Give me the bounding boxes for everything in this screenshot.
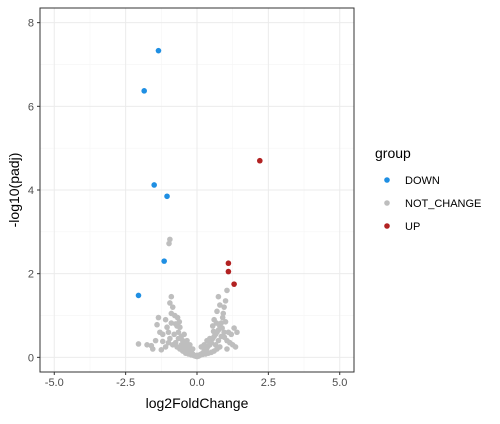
point-not-change	[166, 240, 172, 247]
point-not-change	[219, 314, 226, 321]
x-tick-label: -5.0	[45, 377, 64, 389]
data-points	[135, 47, 263, 360]
point-down	[161, 258, 167, 264]
point-not-change	[222, 298, 229, 304]
point-not-change	[144, 342, 150, 348]
point-not-change	[176, 318, 183, 325]
point-down	[155, 47, 162, 54]
y-tick-label: 8	[28, 18, 34, 30]
point-not-change	[172, 339, 179, 346]
point-not-change	[162, 344, 169, 350]
point-not-change	[169, 304, 176, 310]
x-tick-label: -2.5	[116, 377, 135, 389]
y-tick-label: 6	[28, 101, 34, 113]
point-not-change	[234, 329, 240, 336]
point-not-change	[171, 331, 177, 338]
point-not-change	[218, 333, 225, 340]
point-not-change	[210, 328, 217, 335]
y-tick-label: 4	[28, 185, 34, 197]
point-not-change	[165, 329, 172, 336]
point-not-change	[189, 346, 196, 352]
point-not-change	[224, 287, 230, 294]
point-down	[164, 193, 170, 200]
legend: group DOWN NOT_CHANGE UP	[375, 145, 481, 233]
legend-title: group	[375, 145, 411, 161]
point-not-change	[159, 338, 166, 345]
legend-label-up: UP	[405, 221, 420, 233]
point-not-change	[217, 302, 223, 308]
point-not-change	[149, 346, 156, 352]
y-axis-ticks: 0 2 4 6 8	[28, 18, 40, 364]
point-not-change	[155, 314, 162, 321]
point-not-change	[158, 347, 165, 353]
point-not-change	[215, 337, 222, 344]
point-not-change	[162, 316, 169, 323]
y-axis-title: -log10(padj)	[6, 153, 22, 228]
point-not-change	[225, 329, 232, 336]
point-not-change	[214, 308, 220, 315]
point-not-change	[220, 310, 227, 317]
point-up	[225, 260, 232, 267]
point-up	[225, 268, 232, 275]
point-not-change	[201, 342, 207, 348]
point-not-change	[218, 320, 225, 326]
point-up	[231, 281, 237, 287]
point-not-change	[181, 346, 187, 352]
point-not-change	[178, 342, 185, 348]
x-tick-label: 2.5	[261, 377, 276, 389]
legend-key-not-change	[384, 200, 390, 206]
point-not-change	[187, 342, 193, 348]
point-not-change	[175, 335, 182, 342]
point-not-change	[175, 329, 182, 336]
y-tick-label: 2	[28, 269, 34, 281]
point-not-change	[217, 344, 223, 350]
point-not-change	[221, 304, 227, 310]
point-up	[257, 157, 263, 164]
point-not-change	[207, 335, 213, 342]
point-not-change	[213, 320, 220, 326]
point-down	[135, 292, 142, 299]
point-not-change	[159, 331, 166, 338]
point-not-change	[231, 325, 237, 331]
x-tick-label: 5.0	[332, 377, 347, 389]
point-not-change	[181, 331, 187, 338]
point-not-change	[177, 324, 183, 331]
point-not-change	[168, 293, 175, 300]
point-not-change	[221, 329, 227, 336]
point-not-change	[164, 324, 170, 331]
point-not-change	[168, 320, 175, 326]
legend-label-down: DOWN	[405, 175, 440, 187]
point-not-change	[135, 341, 142, 347]
point-down	[141, 88, 147, 94]
point-not-change	[154, 321, 160, 328]
point-not-change	[215, 293, 222, 300]
x-axis-title: log2FoldChange	[146, 395, 249, 411]
grid-major	[40, 8, 354, 372]
legend-label-not-change: NOT_CHANGE	[405, 198, 481, 210]
point-not-change	[167, 236, 173, 243]
point-not-change	[167, 300, 173, 306]
legend-key-up	[384, 223, 390, 229]
point-not-change	[152, 337, 159, 344]
x-axis-ticks: -5.0 -2.5 0.0 2.5 5.0	[45, 372, 347, 389]
y-tick-label: 0	[28, 352, 34, 364]
point-not-change	[212, 342, 219, 348]
point-not-change	[222, 318, 229, 325]
point-not-change	[184, 337, 190, 344]
point-not-change	[174, 314, 181, 321]
point-not-change	[165, 339, 172, 346]
point-not-change	[219, 325, 225, 331]
point-not-change	[224, 346, 230, 352]
point-not-change	[232, 344, 239, 350]
point-down	[151, 182, 157, 188]
legend-items: DOWN NOT_CHANGE UP	[384, 175, 481, 233]
legend-key-down	[384, 177, 390, 183]
x-tick-label: 0.0	[189, 377, 204, 389]
